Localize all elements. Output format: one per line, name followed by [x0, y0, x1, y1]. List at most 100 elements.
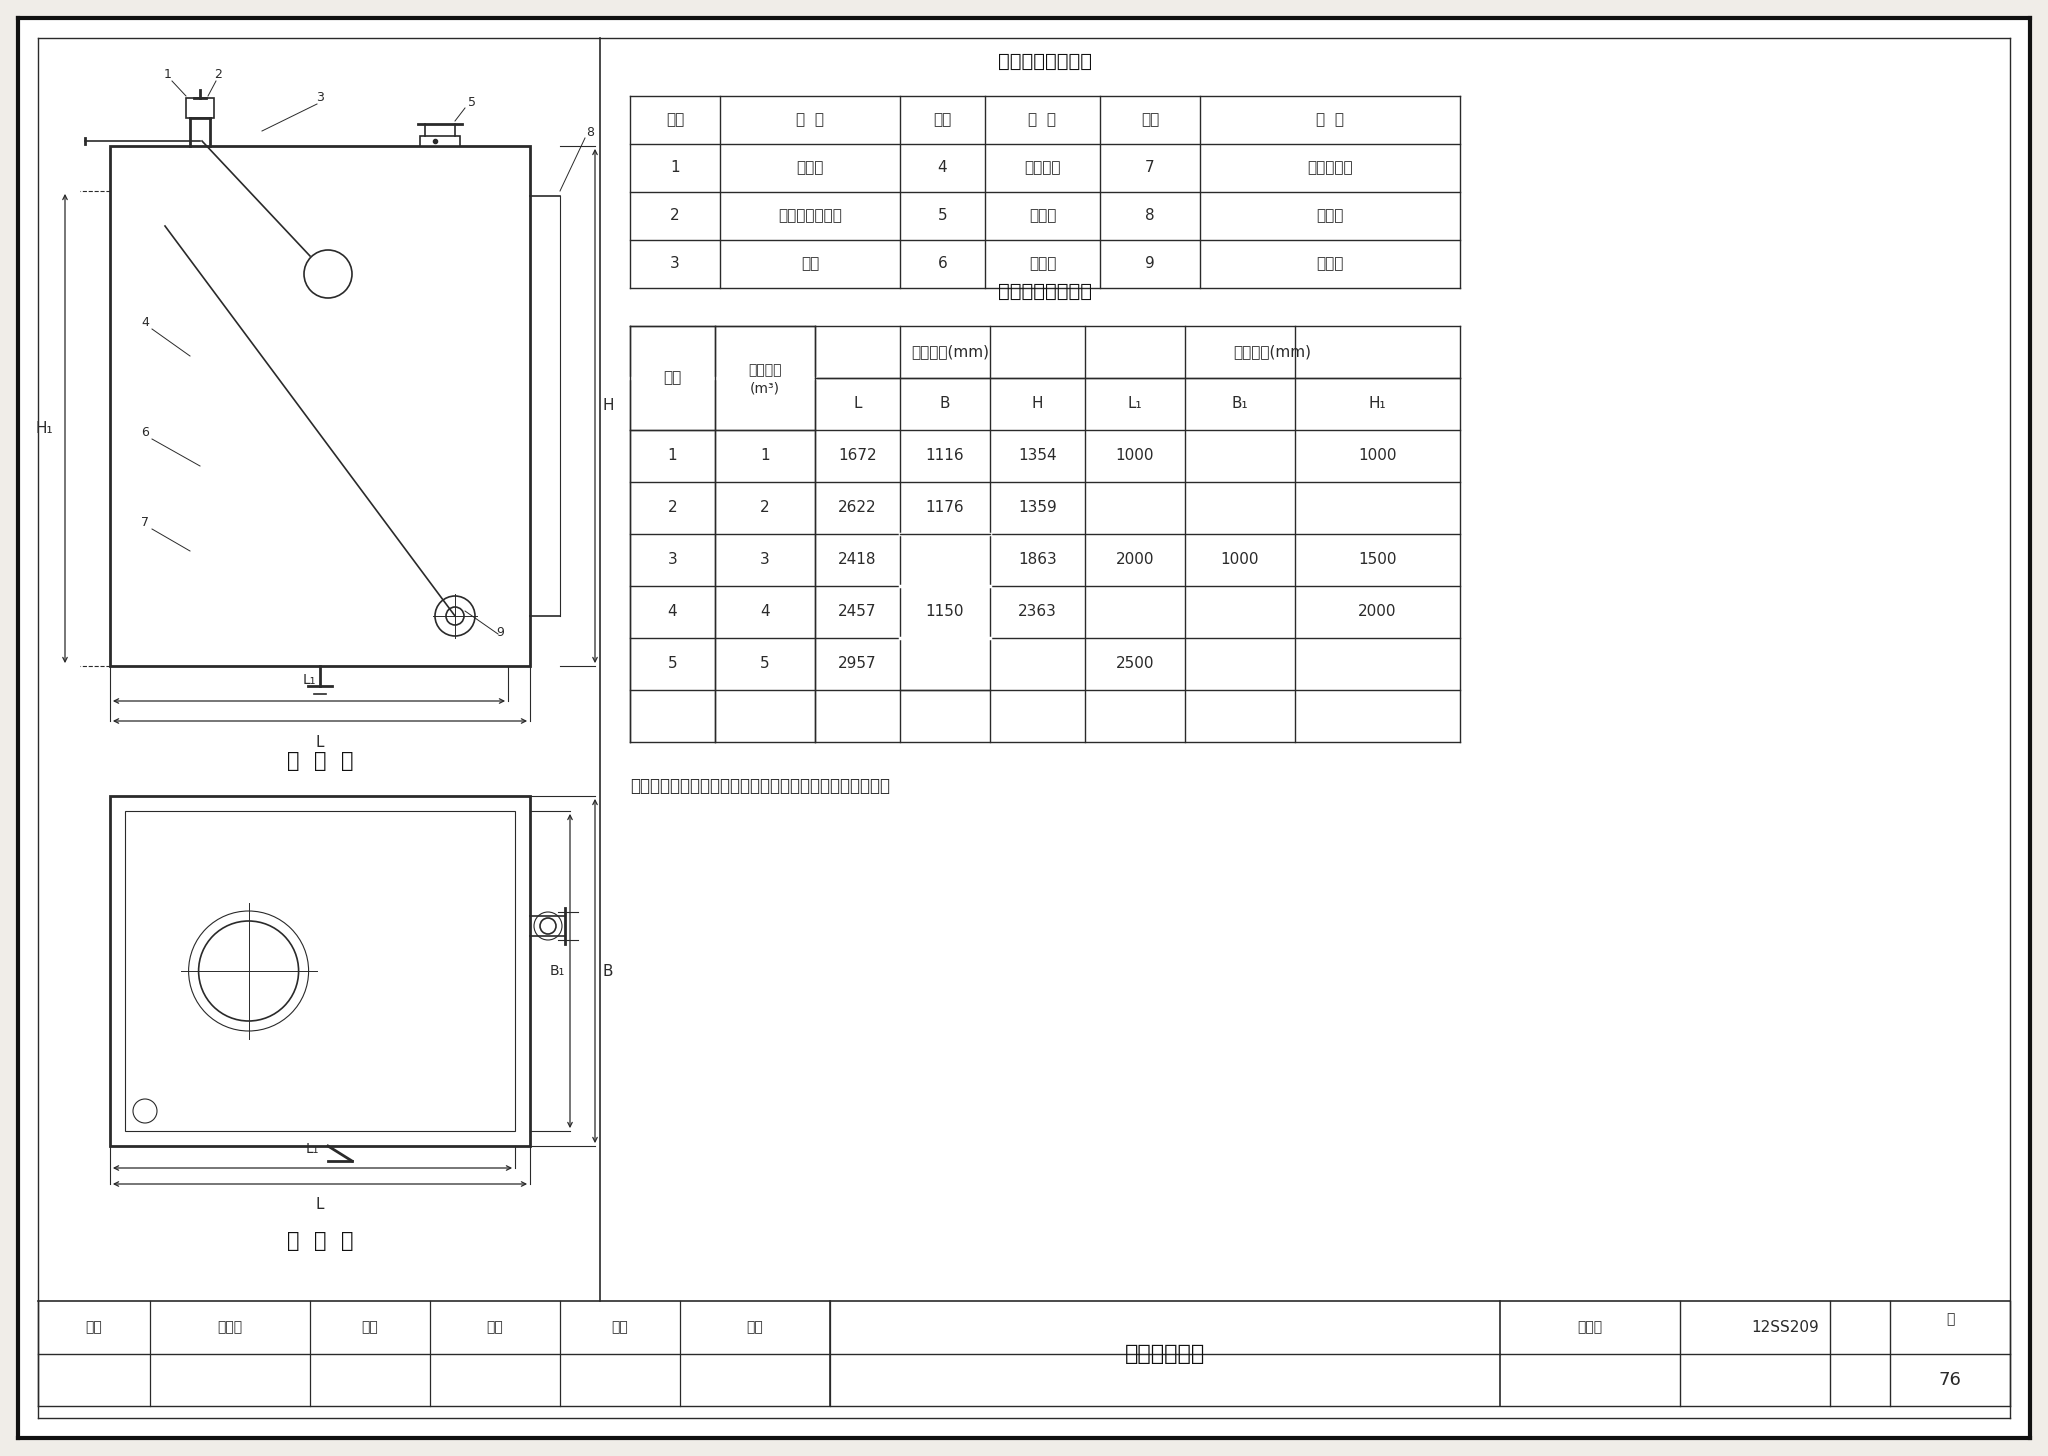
Circle shape	[446, 607, 465, 625]
Text: 设计: 设计	[612, 1321, 629, 1334]
Bar	[111, 146, 530, 665]
Text: L: L	[854, 396, 862, 412]
Circle shape	[199, 922, 299, 1021]
Text: 审核: 审核	[86, 1321, 102, 1334]
Text: 储水箱底座: 储水箱底座	[1307, 160, 1354, 176]
Text: 5: 5	[938, 208, 948, 224]
Bar	[186, 98, 213, 118]
Text: 储水箱外形尺寸表: 储水箱外形尺寸表	[997, 282, 1092, 301]
Text: B: B	[602, 964, 614, 978]
Text: 外形尺寸(mm): 外形尺寸(mm)	[911, 345, 989, 360]
Text: 1500: 1500	[1358, 552, 1397, 568]
Text: 1000: 1000	[1116, 448, 1155, 463]
Text: 出水管: 出水管	[1028, 256, 1057, 271]
Text: 王飞: 王飞	[487, 1321, 504, 1334]
Text: 名  称: 名 称	[1028, 112, 1057, 128]
Text: 呼吸阀: 呼吸阀	[1028, 208, 1057, 224]
Text: 8: 8	[1145, 208, 1155, 224]
Text: 7: 7	[1145, 160, 1155, 176]
Text: 1: 1	[670, 160, 680, 176]
Text: 名  称: 名 称	[797, 112, 823, 128]
Text: 进水管: 进水管	[797, 160, 823, 176]
Text: L₁: L₁	[303, 673, 315, 687]
Text: 2: 2	[670, 208, 680, 224]
Text: 页: 页	[1946, 1312, 1954, 1326]
Text: 说明：也可根据工程项目需要和用户要求采用圆柱形水箱。: 说明：也可根据工程项目需要和用户要求采用圆柱形水箱。	[631, 778, 891, 795]
Text: 9: 9	[1145, 256, 1155, 271]
Text: 1: 1	[164, 68, 172, 82]
Text: 1150: 1150	[926, 604, 965, 619]
Circle shape	[434, 596, 475, 636]
Text: 4: 4	[668, 604, 678, 619]
Text: L₁: L₁	[1128, 396, 1143, 412]
Text: H₁: H₁	[35, 421, 53, 435]
Circle shape	[133, 1099, 158, 1123]
Text: 5: 5	[760, 657, 770, 671]
Text: B: B	[940, 396, 950, 412]
Text: 1359: 1359	[1018, 501, 1057, 515]
Text: 4: 4	[141, 316, 150, 329]
Text: 平  面  图: 平 面 图	[287, 1230, 352, 1251]
Text: 编号: 编号	[666, 112, 684, 128]
Bar	[111, 796, 530, 1146]
Text: 编号: 编号	[934, 112, 952, 128]
Text: 5: 5	[668, 657, 678, 671]
Text: 9: 9	[496, 626, 504, 639]
Text: 邵红林: 邵红林	[217, 1321, 242, 1334]
Text: L₁: L₁	[305, 1142, 319, 1156]
Text: 名  称: 名 称	[1317, 112, 1343, 128]
Circle shape	[541, 917, 555, 933]
Text: 8: 8	[586, 127, 594, 138]
Text: 水箱本体: 水箱本体	[1024, 160, 1061, 176]
Text: 1150: 1150	[926, 604, 965, 619]
Text: 1: 1	[760, 448, 770, 463]
Text: 3: 3	[315, 90, 324, 103]
Text: B₁: B₁	[549, 964, 565, 978]
Bar	[125, 811, 514, 1131]
Text: 6: 6	[938, 256, 948, 271]
Text: 1000: 1000	[1221, 552, 1260, 568]
Text: 6: 6	[141, 427, 150, 440]
Text: 浮球: 浮球	[801, 256, 819, 271]
Text: 洪勇: 洪勇	[748, 1321, 764, 1334]
Text: 1000: 1000	[1358, 448, 1397, 463]
Text: 箱体尺寸(mm): 箱体尺寸(mm)	[1233, 345, 1311, 360]
Text: 1354: 1354	[1018, 448, 1057, 463]
Text: 2957: 2957	[838, 657, 877, 671]
Text: 1176: 1176	[926, 501, 965, 515]
Text: 校对: 校对	[362, 1321, 379, 1334]
Text: 水箱规格: 水箱规格	[748, 363, 782, 377]
Text: 5: 5	[469, 96, 475, 109]
Text: 1150: 1150	[926, 604, 965, 619]
Text: 1: 1	[668, 448, 678, 463]
Text: 储水箱主要组件表: 储水箱主要组件表	[997, 52, 1092, 71]
Text: 2363: 2363	[1018, 604, 1057, 619]
Text: 2457: 2457	[838, 604, 877, 619]
Text: 1863: 1863	[1018, 552, 1057, 568]
Text: H₁: H₁	[1368, 396, 1386, 412]
Text: 7: 7	[141, 515, 150, 529]
Circle shape	[303, 250, 352, 298]
Text: 储水箱外形图: 储水箱外形图	[1124, 1344, 1204, 1363]
Text: 图集号: 图集号	[1577, 1321, 1604, 1334]
Text: L: L	[315, 735, 324, 750]
Text: 2: 2	[668, 501, 678, 515]
Text: B₁: B₁	[1231, 396, 1249, 412]
Text: 76: 76	[1939, 1370, 1962, 1389]
Text: L: L	[315, 1197, 324, 1211]
Text: H: H	[1032, 396, 1042, 412]
Text: 3: 3	[670, 256, 680, 271]
Text: 12SS209: 12SS209	[1751, 1319, 1819, 1335]
Text: H: H	[602, 399, 614, 414]
Text: 2500: 2500	[1116, 657, 1155, 671]
Text: 序号: 序号	[664, 370, 682, 386]
Text: 3: 3	[668, 552, 678, 568]
Text: 编号: 编号	[1141, 112, 1159, 128]
Bar	[420, 135, 461, 146]
Text: 4: 4	[760, 604, 770, 619]
Text: 1672: 1672	[838, 448, 877, 463]
Text: 3: 3	[760, 552, 770, 568]
Text: 2: 2	[215, 68, 221, 82]
Text: 2: 2	[760, 501, 770, 515]
Text: 2000: 2000	[1358, 604, 1397, 619]
